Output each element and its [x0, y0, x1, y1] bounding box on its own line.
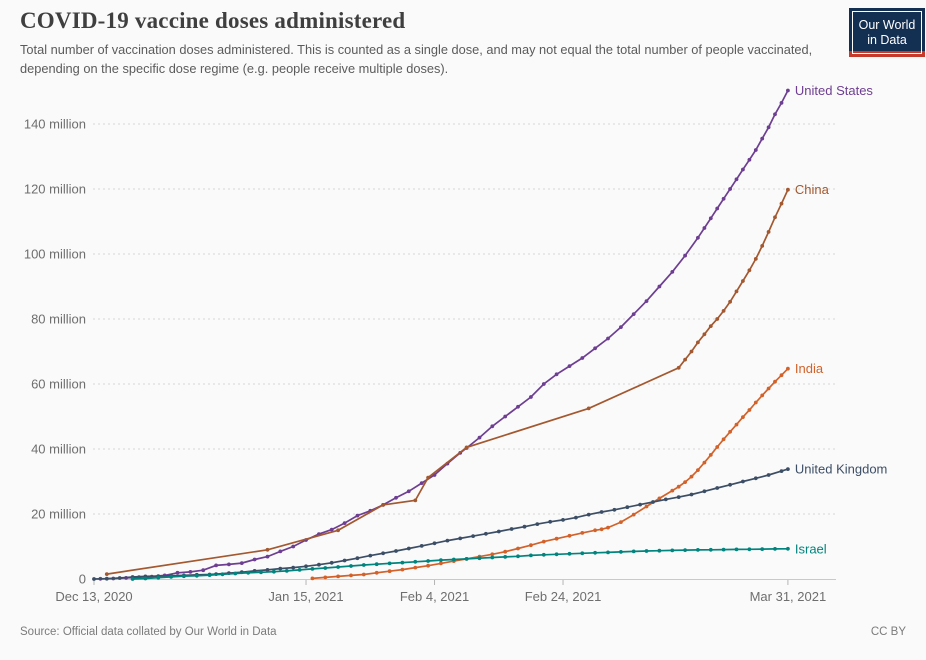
series-label-israel[interactable]: Israel	[795, 541, 827, 556]
y-tick-label: 0	[79, 572, 86, 587]
chart-subtitle: Total number of vaccination doses admini…	[20, 42, 813, 77]
series-label-china[interactable]: China	[795, 182, 830, 197]
y-tick-label: 20 million	[31, 507, 86, 522]
x-tick-label: Dec 13, 2020	[55, 589, 132, 604]
y-tick-label: 60 million	[31, 377, 86, 392]
x-tick-label: Feb 24, 2021	[525, 589, 602, 604]
y-tick-label: 80 million	[31, 312, 86, 327]
y-tick-label: 40 million	[31, 442, 86, 457]
series-label-india[interactable]: India	[795, 361, 824, 376]
y-tick-label: 140 million	[24, 117, 86, 132]
series-dots-united-states	[98, 88, 790, 581]
y-tick-label: 100 million	[24, 247, 86, 262]
series-dots-israel	[130, 546, 790, 581]
series-line-india[interactable]	[312, 368, 789, 580]
owid-logo-text: Our World in Data	[852, 11, 922, 54]
chart-footer: Source: Official data collated by Our Wo…	[20, 626, 906, 638]
page-title: COVID-19 vaccine doses administered	[20, 8, 406, 33]
series-label-united-states[interactable]: United States	[795, 83, 874, 98]
x-tick-label: Feb 4, 2021	[400, 589, 469, 604]
license-badge[interactable]: CC BY	[870, 626, 906, 638]
series-line-israel[interactable]	[132, 547, 788, 580]
source-note: Source: Official data collated by Our Wo…	[20, 626, 277, 638]
series-label-united-kingdom[interactable]: United Kingdom	[795, 462, 888, 477]
x-tick-label: Jan 15, 2021	[268, 589, 343, 604]
series-dots-india	[310, 366, 790, 581]
owid-logo-background	[849, 8, 925, 51]
series-line-china[interactable]	[106, 189, 789, 575]
owid-logo-line1: Our World	[858, 17, 916, 32]
x-tick-label: Mar 31, 2021	[750, 589, 827, 604]
series-dots-china	[104, 187, 790, 576]
series-line-united-states[interactable]	[100, 90, 789, 580]
y-tick-label: 120 million	[24, 182, 86, 197]
owid-logo-line2: in Data	[867, 32, 907, 47]
owid-logo[interactable]: Our World in Data	[849, 8, 925, 57]
